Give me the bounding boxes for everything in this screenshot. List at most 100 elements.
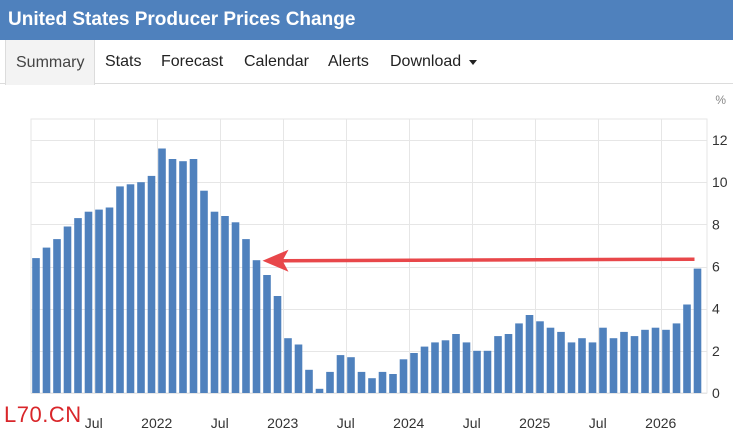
bar	[305, 369, 313, 393]
x-axis-ticks: Jul 2022 Jul 2023 Jul 2024 Jul 2025 Jul 2026	[85, 415, 677, 431]
bar	[693, 268, 702, 393]
bar	[189, 159, 198, 393]
bar	[504, 334, 513, 393]
x-tick-label: 2023	[267, 415, 298, 431]
tab-forecast[interactable]: Forecast	[161, 53, 224, 70]
tab-summary[interactable]: Summary	[5, 40, 96, 85]
y-tick-label: 4	[712, 301, 720, 317]
tab-download[interactable]: Download	[390, 40, 478, 84]
tab-download-label: Download	[390, 53, 462, 70]
bar	[431, 342, 439, 393]
x-tick-label: Jul	[463, 415, 481, 431]
bar	[347, 357, 355, 393]
bar	[567, 342, 576, 393]
bar	[284, 338, 292, 393]
bar	[525, 315, 534, 393]
chart-area: % 0 2 4 6 8 10 12 Jul 2022 Jul 2023 Jul 2024 Jul 2025 J…	[0, 84, 733, 437]
bar	[494, 336, 502, 393]
bar	[557, 331, 565, 393]
chart-bars	[32, 148, 702, 393]
x-tick-label: 2024	[393, 415, 424, 431]
bar	[452, 334, 460, 393]
x-tick-label: 2022	[141, 415, 172, 431]
annotation-arrow-shaft	[282, 257, 695, 263]
bar	[63, 226, 72, 393]
tab-stats[interactable]: Stats	[105, 53, 142, 70]
bar	[620, 331, 628, 393]
y-tick-label: 10	[712, 174, 728, 190]
y-tick-label: 8	[712, 216, 720, 232]
bar	[588, 342, 597, 393]
bar	[53, 239, 61, 393]
bar	[105, 207, 114, 393]
y-axis-ticks: % 0 2 4 6 8 10 12	[712, 93, 728, 401]
bar	[95, 209, 103, 393]
watermark-text: L70.CN	[4, 402, 82, 427]
bar	[410, 353, 418, 393]
bar	[546, 327, 555, 393]
bar	[32, 258, 40, 393]
bar	[42, 247, 51, 393]
bar	[641, 329, 649, 393]
bar	[662, 329, 670, 393]
bar	[420, 346, 429, 393]
x-tick-label: 2025	[519, 415, 550, 431]
chart-annotation	[262, 249, 695, 272]
bar	[210, 211, 219, 393]
x-tick-label: 2026	[645, 415, 676, 431]
x-tick-label: Jul	[211, 415, 229, 431]
bar	[200, 190, 208, 393]
bar	[473, 350, 481, 393]
bar	[336, 355, 345, 393]
page-title: United States Producer Prices Change	[0, 0, 733, 40]
tab-calendar[interactable]: Calendar	[244, 53, 309, 70]
bar	[263, 275, 271, 393]
x-tick-label: Jul	[85, 415, 103, 431]
y-unit-label: %	[715, 93, 726, 107]
bar	[221, 216, 229, 393]
bar	[84, 211, 93, 393]
bar	[378, 371, 387, 393]
bar	[126, 184, 135, 393]
bar	[137, 182, 145, 393]
bar	[399, 359, 408, 393]
bar	[179, 161, 187, 393]
y-tick-label: 0	[712, 385, 720, 401]
y-tick-label: 2	[712, 343, 720, 359]
bar	[326, 371, 334, 393]
bar	[294, 344, 303, 393]
bar	[315, 388, 324, 393]
bar	[389, 374, 397, 393]
bar	[357, 371, 366, 393]
y-tick-label: 12	[712, 132, 728, 148]
bar	[168, 159, 177, 393]
bar	[368, 378, 376, 393]
bar	[273, 296, 282, 393]
tab-bar: Summary Stats Forecast Calendar Alerts D…	[0, 40, 733, 85]
bar	[683, 304, 691, 393]
bar	[116, 186, 124, 393]
bar	[515, 323, 523, 393]
bar	[630, 336, 639, 393]
bar	[609, 338, 618, 393]
bar	[536, 321, 544, 393]
annotation-arrow-head	[262, 249, 289, 272]
bar	[462, 342, 471, 393]
x-tick-label: Jul	[589, 415, 607, 431]
bar	[147, 175, 156, 393]
bar	[672, 323, 681, 393]
bar	[158, 148, 166, 393]
bar	[651, 327, 660, 393]
bar	[74, 218, 82, 393]
bar	[252, 260, 261, 393]
bar	[483, 350, 492, 393]
caret-down-icon	[469, 59, 478, 65]
y-tick-label: 6	[712, 259, 720, 275]
bar	[441, 340, 450, 393]
bar	[242, 239, 250, 393]
x-tick-label: Jul	[337, 415, 355, 431]
bar	[599, 327, 607, 393]
tab-alerts[interactable]: Alerts	[328, 53, 369, 70]
bar	[231, 222, 240, 393]
